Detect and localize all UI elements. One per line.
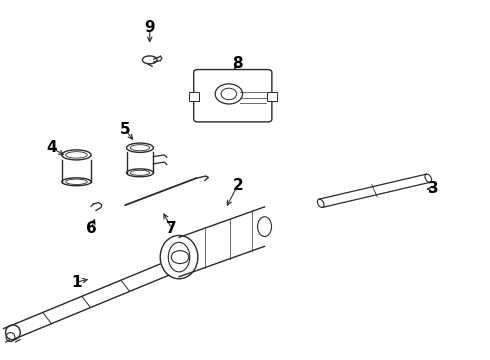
Bar: [267, 92, 277, 101]
Ellipse shape: [425, 174, 432, 183]
Ellipse shape: [258, 217, 271, 237]
FancyBboxPatch shape: [194, 69, 272, 122]
Ellipse shape: [160, 235, 198, 279]
Text: 7: 7: [167, 221, 177, 236]
Text: 3: 3: [428, 181, 439, 197]
Text: 5: 5: [120, 122, 131, 137]
Ellipse shape: [318, 199, 324, 207]
Ellipse shape: [126, 143, 153, 152]
Text: 9: 9: [145, 20, 155, 35]
Ellipse shape: [126, 169, 153, 177]
Text: 6: 6: [86, 221, 97, 236]
Text: 4: 4: [47, 140, 57, 155]
Ellipse shape: [62, 178, 91, 186]
Bar: [189, 92, 198, 101]
Ellipse shape: [143, 56, 157, 64]
Text: 2: 2: [232, 178, 243, 193]
Text: 1: 1: [71, 275, 82, 290]
Ellipse shape: [62, 150, 91, 160]
Text: 8: 8: [232, 56, 243, 71]
